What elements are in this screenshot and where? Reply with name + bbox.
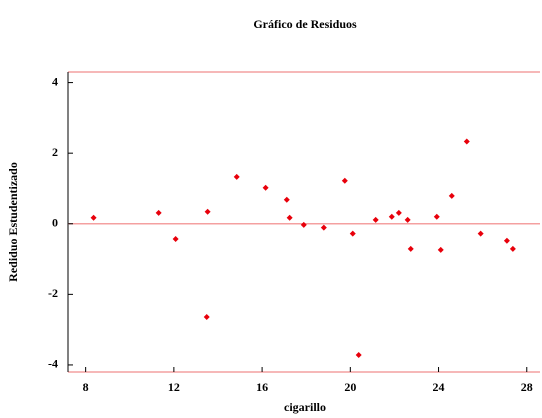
x-tick-label: 16: [256, 380, 268, 394]
y-axis-label: Rediduo Estudentizado: [6, 162, 20, 282]
point: [286, 214, 293, 221]
point: [233, 173, 240, 180]
x-tick-label: 24: [433, 380, 445, 394]
point: [172, 235, 179, 242]
point: [407, 245, 414, 252]
x-tick-label: 8: [83, 380, 89, 394]
y-tick-label: -2: [48, 286, 58, 300]
y-tick-label: -4: [48, 357, 58, 371]
point: [262, 184, 269, 191]
x-tick-label: 28: [521, 380, 533, 394]
point: [355, 352, 362, 359]
point: [509, 245, 516, 252]
point: [404, 216, 411, 223]
point: [204, 208, 211, 215]
point: [90, 214, 97, 221]
y-tick-label: 4: [52, 74, 58, 88]
point: [155, 209, 162, 216]
point: [437, 246, 444, 253]
y-tick-label: 2: [52, 145, 58, 159]
point: [320, 224, 327, 231]
point: [203, 313, 210, 320]
point: [300, 221, 307, 228]
x-tick-label: 12: [168, 380, 180, 394]
point: [503, 237, 510, 244]
point: [349, 230, 356, 237]
x-tick-label: 20: [344, 380, 356, 394]
chart-title: Gráfico de Residuos: [253, 17, 357, 31]
point: [341, 177, 348, 184]
point: [372, 216, 379, 223]
point: [433, 213, 440, 220]
y-tick-label: 0: [52, 216, 58, 230]
point: [463, 138, 470, 145]
point: [477, 230, 484, 237]
point: [388, 213, 395, 220]
point: [448, 192, 455, 199]
x-axis-label: cigarillo: [284, 400, 326, 414]
point: [395, 209, 402, 216]
point: [283, 196, 290, 203]
